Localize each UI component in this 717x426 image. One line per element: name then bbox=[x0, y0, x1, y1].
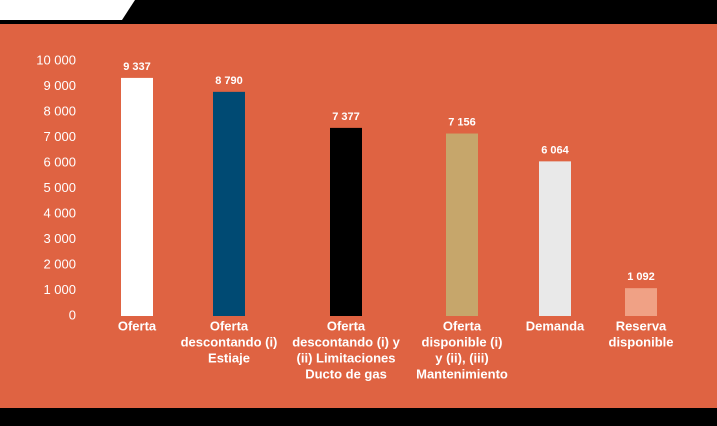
bar bbox=[213, 91, 245, 316]
x-tick-label: (ii) Limitaciones bbox=[297, 350, 396, 365]
value-label: 7 156 bbox=[448, 116, 476, 128]
value-label: 9 337 bbox=[123, 61, 151, 73]
y-tick-label: 6 000 bbox=[43, 154, 76, 169]
y-tick-label: 2 000 bbox=[43, 256, 76, 271]
bar bbox=[625, 288, 657, 316]
value-label: 6 064 bbox=[541, 144, 569, 156]
x-tick-label: Ducto de gas bbox=[305, 366, 387, 381]
x-tick-label: descontando (i) bbox=[181, 334, 278, 349]
bar bbox=[539, 161, 571, 316]
y-tick-label: 0 bbox=[69, 307, 76, 322]
bar bbox=[330, 127, 362, 316]
y-tick-label: 10 000 bbox=[36, 52, 76, 67]
y-tick-label: 9 000 bbox=[43, 78, 76, 93]
x-tick-label: Estiaje bbox=[208, 350, 250, 365]
value-label: 1 092 bbox=[627, 271, 655, 283]
x-tick-label: Oferta bbox=[327, 318, 366, 333]
y-tick-label: 1 000 bbox=[43, 282, 76, 297]
x-tick-label: Oferta bbox=[443, 318, 482, 333]
y-tick-label: 4 000 bbox=[43, 205, 76, 220]
header-shape bbox=[0, 0, 135, 20]
x-tick-label: Oferta bbox=[210, 318, 249, 333]
x-tick-label: Demanda bbox=[526, 318, 585, 333]
value-label: 8 790 bbox=[215, 75, 243, 87]
x-tick-label: y (ii), (iii) bbox=[435, 350, 488, 365]
bar bbox=[446, 133, 478, 316]
y-tick-label: 7 000 bbox=[43, 129, 76, 144]
x-tick-label: disponible (i) bbox=[422, 334, 503, 349]
x-tick-label: Mantenimiento bbox=[416, 366, 508, 381]
y-tick-label: 3 000 bbox=[43, 231, 76, 246]
y-tick-label: 5 000 bbox=[43, 180, 76, 195]
x-tick-label: Oferta bbox=[118, 318, 157, 333]
x-tick-label: Reserva bbox=[616, 318, 667, 333]
bar bbox=[121, 77, 153, 317]
value-label: 7 377 bbox=[332, 111, 360, 123]
x-tick-label: disponible bbox=[609, 334, 674, 349]
y-tick-label: 8 000 bbox=[43, 103, 76, 118]
x-tick-label: descontando (i) y bbox=[292, 334, 400, 349]
